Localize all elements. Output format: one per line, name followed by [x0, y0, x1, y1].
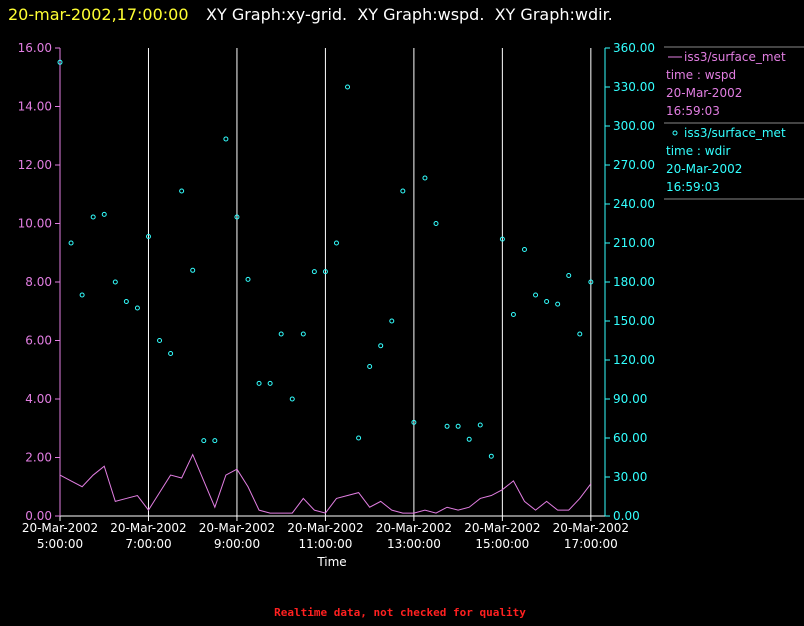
legend-detail: 20-Mar-2002: [666, 86, 742, 100]
data-point: [245, 276, 251, 282]
y2-tick-label: 0.00: [613, 509, 640, 523]
data-point: [311, 269, 317, 275]
data-point: [90, 214, 96, 220]
x-tick-label: 20-Mar-2002 7:00:00: [110, 521, 186, 551]
data-point: [477, 422, 483, 428]
y2-tick-label: 60.00: [613, 431, 647, 445]
y2-tick-label: 180.00: [613, 275, 655, 289]
y-tick-label: 2.00: [25, 451, 52, 465]
y-tick-label: 6.00: [25, 334, 52, 348]
y2-tick-label: 90.00: [613, 392, 647, 406]
y2-tick-label: 210.00: [613, 236, 655, 250]
legend-detail: time : wspd: [666, 68, 736, 82]
data-point: [488, 453, 494, 459]
data-point: [444, 423, 450, 429]
data-point: [566, 273, 572, 278]
y2-tick-label: 270.00: [613, 158, 655, 172]
data-point: [577, 331, 583, 337]
data-point: [289, 396, 295, 402]
y2-tick-label: 120.00: [613, 353, 655, 367]
y-tick-label: 8.00: [25, 275, 52, 289]
data-point: [68, 240, 74, 246]
data-point: [367, 364, 373, 369]
legend-detail: 16:59:03: [666, 180, 720, 194]
data-point: [400, 188, 406, 194]
data-point: [544, 299, 550, 304]
y2-tick-label: 150.00: [613, 314, 655, 328]
data-point: [190, 267, 196, 273]
chart-title: XY Graph:xy-grid. XY Graph:wspd. XY Grap…: [206, 5, 613, 24]
data-point: [157, 338, 163, 343]
data-point: [455, 423, 461, 429]
data-point: [411, 419, 417, 425]
y-tick-label: 16.00: [18, 41, 52, 55]
x-tick-label: 20-Mar-2002 11:00:00: [287, 521, 363, 551]
data-point: [378, 343, 384, 349]
data-point: [256, 380, 262, 386]
data-point: [533, 292, 539, 298]
x-tick-label: 20-Mar-2002 9:00:00: [199, 521, 275, 551]
data-point: [267, 380, 273, 386]
y2-tick-label: 240.00: [613, 197, 655, 211]
data-point: [234, 214, 240, 220]
data-point: [112, 279, 118, 285]
data-point: [555, 301, 561, 307]
legend-key: [672, 130, 678, 136]
legend-detail: 16:59:03: [666, 104, 720, 118]
data-line: [59, 453, 592, 514]
data-point: [510, 312, 516, 317]
data-point: [588, 279, 594, 285]
data-point: [201, 438, 207, 444]
data-point: [179, 188, 185, 194]
data-point: [466, 436, 472, 442]
data-point: [389, 318, 395, 324]
data-point: [123, 299, 129, 304]
data-point: [134, 305, 140, 311]
data-point: [333, 240, 339, 246]
y-tick-label: 4.00: [25, 392, 52, 406]
x-tick-label: 20-Mar-2002 15:00:00: [464, 521, 540, 551]
legend-label: iss3/surface_met: [684, 126, 786, 140]
y-tick-label: 12.00: [18, 158, 52, 172]
x-axis-title: Time: [316, 555, 346, 569]
data-point: [433, 221, 439, 226]
y-tick-label: 10.00: [18, 217, 52, 231]
x-tick-label: 20-Mar-2002 17:00:00: [553, 521, 629, 551]
x-tick-label: 20-Mar-2002 13:00:00: [376, 521, 452, 551]
data-point: [422, 175, 428, 181]
data-point: [345, 84, 351, 90]
data-point: [79, 292, 85, 298]
y-tick-label: 0.00: [25, 509, 52, 523]
data-point: [300, 331, 306, 337]
data-point: [322, 269, 328, 275]
data-point: [145, 234, 151, 239]
data-point: [212, 438, 218, 444]
legend-detail: 20-Mar-2002: [666, 162, 742, 176]
data-point: [356, 435, 362, 441]
y-tick-label: 14.00: [18, 100, 52, 114]
data-point: [223, 136, 229, 142]
y2-tick-label: 360.00: [613, 41, 655, 55]
legend-label: iss3/surface_met: [684, 50, 786, 64]
y2-tick-label: 300.00: [613, 119, 655, 133]
data-point: [57, 59, 63, 65]
y2-tick-label: 30.00: [613, 470, 647, 484]
x-tick-label: 20-Mar-2002 5:00:00: [22, 521, 98, 551]
quality-note: Realtime data, not checked for quality: [274, 606, 526, 619]
data-point: [521, 247, 527, 252]
title-time: 20-mar-2002,17:00:00: [8, 5, 189, 24]
data-point: [101, 211, 107, 217]
data-point: [278, 331, 284, 337]
data-point: [499, 236, 505, 242]
y2-tick-label: 330.00: [613, 80, 655, 94]
legend-detail: time : wdir: [666, 144, 731, 158]
data-point: [168, 351, 174, 356]
